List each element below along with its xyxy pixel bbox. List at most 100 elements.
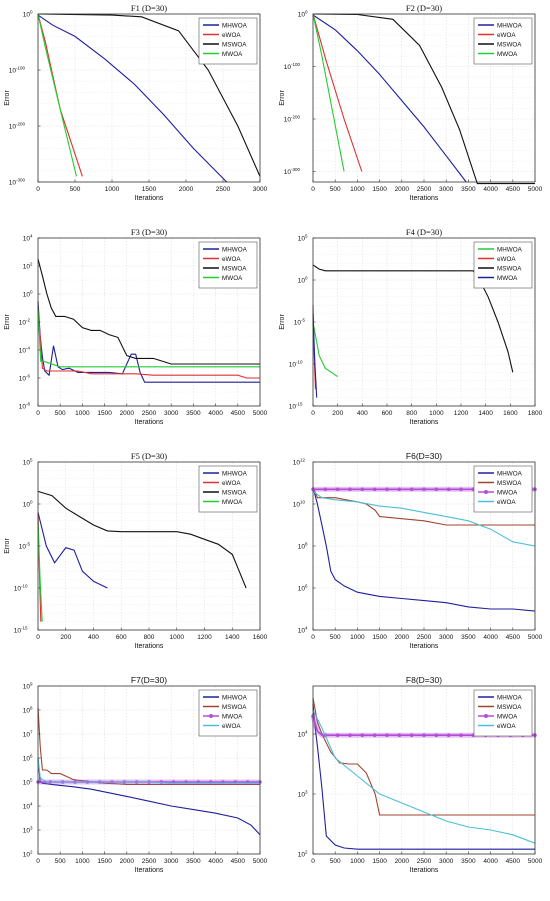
series-MSWOA — [312, 486, 535, 526]
chart-7: 0 500 1000 1500 2000 2500 3000 3500 4000 4500 5000… — [23, 675, 268, 874]
series-marker — [446, 487, 451, 492]
x-tick-label: 3000 — [439, 634, 454, 641]
legend-label: eWOA — [222, 32, 241, 39]
series-MSWOA — [312, 697, 535, 816]
legend-label: MHWOA — [222, 694, 248, 701]
legend-label: MWOA — [497, 275, 518, 282]
series-MSWOA — [312, 264, 514, 373]
x-tick-label: 0 — [311, 634, 315, 641]
y-tick-label: 106 — [298, 584, 308, 593]
y-tick-label: 10-5 — [294, 318, 306, 327]
x-tick-label: 1500 — [97, 410, 112, 417]
x-tick-label: 1200 — [197, 634, 212, 641]
y-tick-label: 104 — [23, 234, 33, 243]
legend-label: eWOA — [497, 32, 516, 39]
legend: MHWOA MSWOA MWOA eWOA — [473, 465, 533, 513]
series-line — [312, 13, 535, 185]
y-axis-label: Error — [279, 314, 286, 330]
series-marker — [348, 487, 352, 492]
x-tick-label: 400 — [88, 634, 99, 641]
y-tick-exponent: -5 — [26, 542, 30, 547]
y-tick-exponent: -15 — [296, 402, 303, 407]
x-tick-label: 400 — [357, 410, 368, 417]
series-MHWOA — [312, 487, 536, 612]
series-line — [37, 757, 261, 836]
legend-label: eWOA — [497, 723, 516, 730]
y-tick-exponent: -15 — [21, 626, 28, 631]
x-tick-label: 0 — [311, 858, 315, 865]
legend-label: eWOA — [222, 256, 241, 263]
y-tick-label: 10-10 — [14, 584, 28, 593]
y-tick-label: 109 — [23, 682, 33, 691]
x-axis-label: Iterations — [135, 419, 164, 426]
series-marker — [397, 487, 402, 492]
legend-label: MWOA — [222, 499, 243, 506]
y-tick-exponent: -300 — [16, 178, 26, 183]
y-tick-label: 104 — [23, 802, 33, 811]
x-tick-label: 500 — [330, 634, 341, 641]
legend-label: MHWOA — [497, 470, 523, 477]
legend-label: MHWOA — [497, 694, 523, 701]
x-tick-label: 2500 — [142, 410, 157, 417]
x-tick-label: 1000 — [75, 858, 90, 865]
y-tick-exponent: 5 — [30, 778, 33, 783]
y-tick-exponent: -10 — [296, 360, 303, 365]
y-tick-exponent: 4 — [305, 626, 308, 631]
series-eWOA — [37, 307, 260, 379]
chart-panel-1: 0 500 1000 1500 2000 2500 3000 100 10-100 10-200 1… — [0, 0, 275, 229]
y-tick-exponent: 7 — [30, 730, 33, 735]
series-marker — [348, 733, 352, 737]
legend-label: eWOA — [222, 480, 241, 487]
legend: MHWOA eWOA MSWOA MWOA — [198, 17, 258, 65]
x-axis-label: Iterations — [410, 867, 439, 874]
legend: MHWOA eWOA MSWOA MWOA — [473, 17, 533, 65]
chart-6: 0 500 1000 1500 2000 2500 3000 3500 4000 4500 5000… — [293, 451, 543, 650]
y-tick-label: 107 — [23, 730, 33, 739]
chart-3: 0 500 1000 1500 2000 2500 3000 3500 4000 4500 5000… — [4, 227, 268, 426]
y-tick-label: 100 — [23, 10, 33, 19]
x-tick-label: 4000 — [208, 410, 223, 417]
x-tick-label: 2000 — [395, 634, 410, 641]
y-tick-label: 10-300 — [284, 167, 301, 176]
y-tick-exponent: -100 — [291, 62, 301, 67]
series-line — [37, 258, 260, 365]
x-tick-label: 1000 — [170, 634, 185, 641]
series-line — [312, 14, 467, 183]
legend-marker — [484, 714, 488, 718]
series-line — [37, 490, 247, 589]
y-tick-exponent: 2 — [30, 262, 33, 267]
x-tick-label: 0 — [311, 410, 315, 417]
x-tick-label: 5000 — [253, 858, 268, 865]
y-axis-label: Error — [4, 538, 11, 554]
x-tick-label: 2500 — [417, 634, 432, 641]
x-tick-label: 2000 — [395, 186, 410, 193]
x-tick-label: 500 — [330, 186, 341, 193]
y-tick-label: 102 — [298, 850, 308, 859]
series-line — [37, 307, 260, 379]
series-marker — [385, 733, 389, 737]
x-tick-label: 200 — [60, 634, 71, 641]
series-line — [37, 757, 260, 784]
x-tick-label: 5000 — [528, 858, 543, 865]
chart-title: F8(D=30) — [406, 675, 442, 685]
y-tick-exponent: 2 — [305, 850, 308, 855]
series-eWOA — [312, 13, 363, 172]
legend-label: MHWOA — [222, 246, 248, 253]
chart-title: F7(D=30) — [131, 675, 167, 685]
x-tick-label: 4500 — [231, 410, 246, 417]
x-tick-label: 4500 — [506, 858, 521, 865]
series-MSWOA — [37, 490, 247, 589]
x-tick-label: 600 — [382, 410, 393, 417]
x-axis-label: Iterations — [410, 419, 439, 426]
y-tick-exponent: -200 — [291, 115, 301, 120]
legend: MHWOA MSWOA MWOA eWOA — [473, 689, 533, 737]
x-tick-label: 3000 — [439, 858, 454, 865]
y-tick-label: 10-10 — [289, 360, 303, 369]
y-tick-label: 100 — [23, 290, 33, 299]
y-tick-label: 105 — [23, 778, 33, 787]
legend-label: MHWOA — [497, 246, 523, 253]
y-tick-label: 103 — [23, 826, 33, 835]
y-tick-label: 105 — [298, 234, 308, 243]
series-line — [37, 512, 108, 589]
legend-label: MHWOA — [497, 22, 523, 29]
